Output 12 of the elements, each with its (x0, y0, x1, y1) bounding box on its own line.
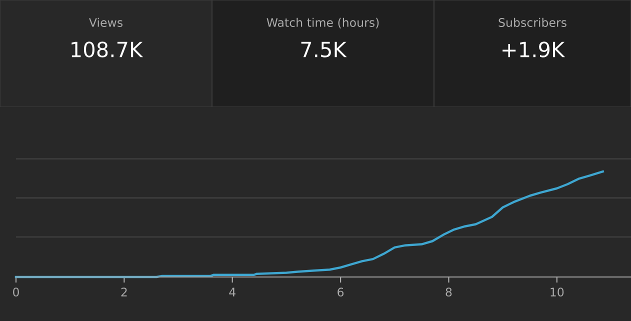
text: +1.9K (502, 42, 566, 58)
x-tick-label: 4 (229, 288, 236, 296)
text: Watch time (hours) (266, 18, 379, 28)
x-tick-label: 10 (550, 288, 564, 297)
text: Subscribers (498, 18, 566, 27)
x-tick-label: 8 (446, 288, 452, 297)
x-tick-label: 0 (13, 288, 19, 297)
text: 108.7K (72, 42, 144, 58)
x-tick-label: 6 (338, 288, 344, 297)
text: 7.5K (301, 42, 347, 58)
x-tick-label: 2 (121, 288, 127, 296)
text: Views (89, 18, 123, 27)
